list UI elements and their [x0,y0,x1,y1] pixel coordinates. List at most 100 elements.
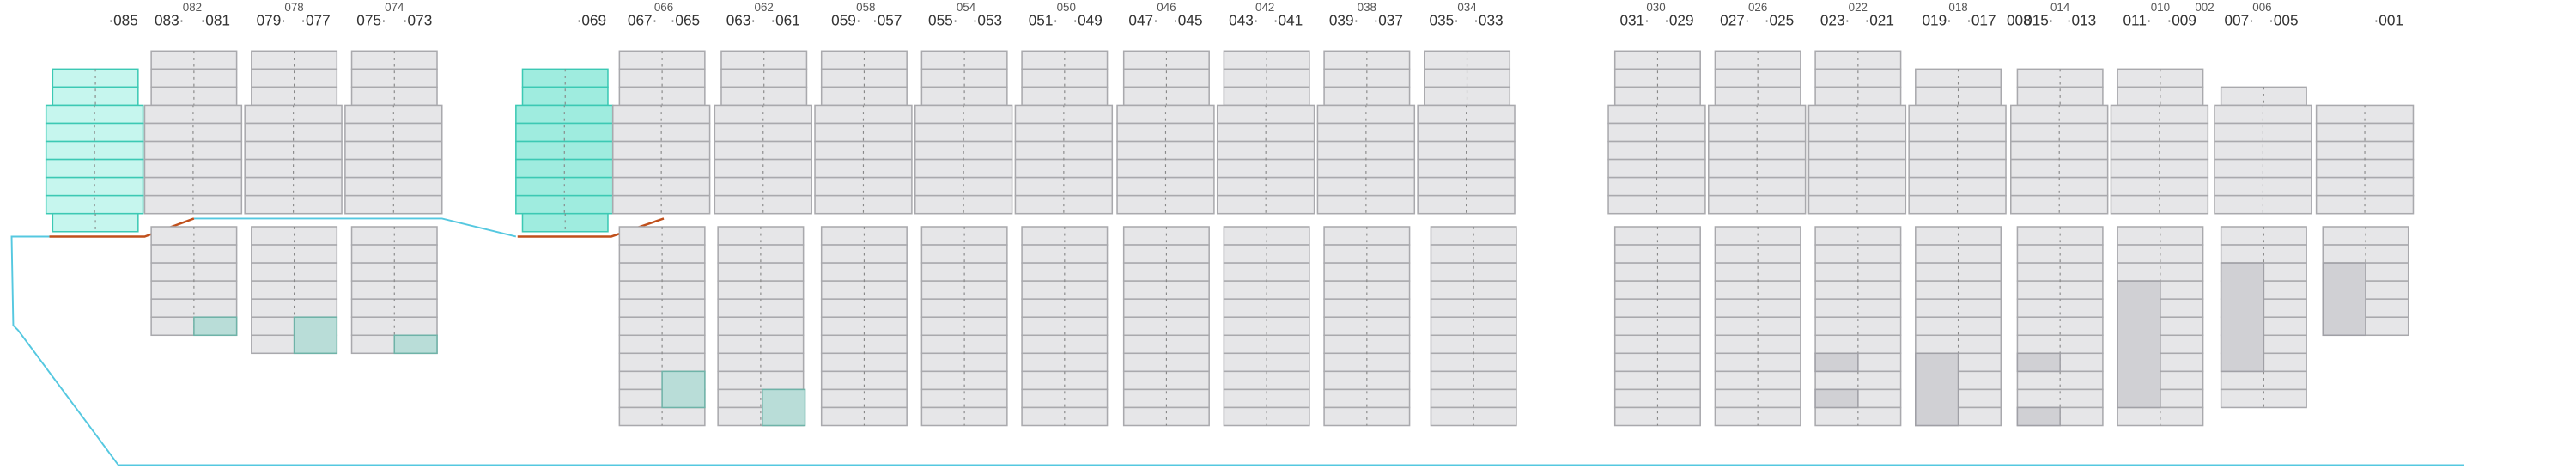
cell [150,280,238,300]
cell [618,262,706,282]
cell [2117,262,2204,282]
bay-label: ·065 [671,11,700,28]
bay-label: ·009 [2167,11,2196,28]
cell [611,140,711,161]
cell [1714,352,1801,373]
cell [1430,334,1517,355]
cell [618,352,706,373]
cell [2315,140,2415,161]
occupied-cell [293,316,338,355]
sub-label: 022 [1849,1,1868,14]
bay-label: 055· [928,11,957,28]
occupied-cell [2016,406,2061,427]
cell [814,158,913,179]
occupied-cell [762,388,806,427]
cell [1424,86,1511,107]
cell [717,262,805,282]
bay-label: ·029 [1664,11,1693,28]
cell [1807,140,1907,161]
cell [1814,262,1902,282]
cell [1430,280,1517,300]
cell [1216,158,1315,179]
cell [618,406,706,427]
cell [1014,140,1114,161]
cell [914,158,1013,179]
cell [1021,334,1109,355]
cell [1116,158,1215,179]
bay-label: 015· [2024,11,2053,28]
cell [1316,140,1416,161]
cell [1607,140,1706,161]
cell [143,140,243,161]
cell [1021,406,1109,427]
hull-outline [10,235,2464,466]
cell [2110,140,2209,161]
cell [2016,334,2104,355]
cell [251,86,338,107]
cell [2214,140,2312,161]
bay-label: ·049 [1072,11,1102,28]
sub-label: 078 [284,1,303,14]
occupied-cell [1915,352,1959,427]
bay-label: 008 [2007,11,2032,28]
bay-label: ·077 [301,11,330,28]
cell [920,280,1008,300]
cell [1122,86,1210,107]
cell [1814,406,1902,427]
bay-label: 075· [356,11,386,28]
bay-label: 079· [257,11,286,28]
sub-label: 038 [1358,1,1376,14]
cell [1021,280,1109,300]
cell [1216,140,1315,161]
cell [143,158,243,179]
cell [920,262,1008,282]
cell [618,334,706,355]
occupied-cell [1814,352,1859,373]
bay-label: 067· [628,11,657,28]
cell [1316,158,1416,179]
cell [1908,158,2007,179]
occupied-cell [2220,262,2265,373]
cell [1116,140,1215,161]
bay-label: 027· [1720,11,1749,28]
cell [1613,262,1701,282]
cell [1707,140,1807,161]
cell [1915,334,2002,355]
sub-label: 002 [2195,1,2214,14]
occupied-cell [193,316,238,337]
cell [2110,158,2209,179]
bay-label: 047· [1128,11,1157,28]
cell [914,140,1013,161]
cell [244,158,343,179]
cell [1807,158,1907,179]
bay-label: ·001 [2374,11,2403,28]
sub-label: 026 [1748,1,1767,14]
bay-label: ·061 [770,11,799,28]
cell [2010,140,2109,161]
bay-label: 011· [2123,11,2151,28]
bay-label: ·021 [1864,11,1893,28]
cell [714,140,812,161]
cell [1613,86,1701,107]
cell [1714,334,1801,355]
bay-label: 063· [726,11,756,28]
sub-label: 030 [1646,1,1665,14]
cell [2117,406,2204,427]
bay-label: ·005 [2269,11,2298,28]
cell [820,406,908,427]
sub-label: 018 [1948,1,1967,14]
cell [1707,158,1807,179]
cell [515,140,614,161]
sub-label: 014 [2050,1,2070,14]
cell [1714,86,1801,107]
sub-label: 050 [1057,1,1076,14]
sub-label: 074 [385,1,404,14]
deck-line [517,217,665,238]
cell [1323,262,1411,282]
cell [515,158,614,179]
bay-label: 043· [1229,11,1258,28]
sub-label: 058 [856,1,875,14]
cell [820,262,908,282]
bay-label: 023· [1820,11,1850,28]
cell [1915,262,2002,282]
